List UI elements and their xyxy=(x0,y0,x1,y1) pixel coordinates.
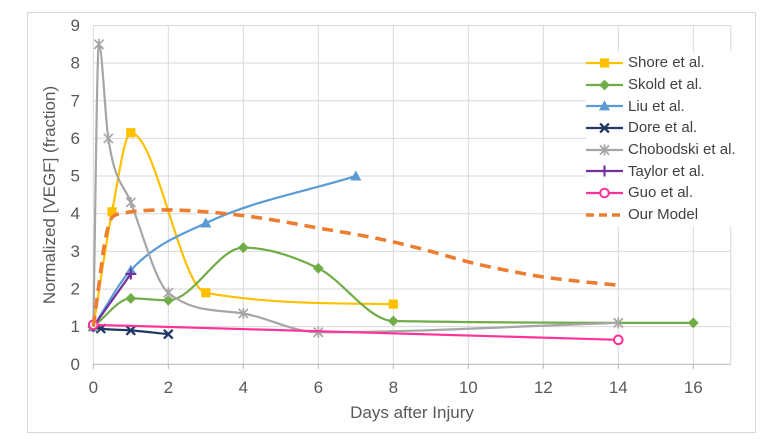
diamond-marker-icon xyxy=(387,315,399,327)
x-marker-icon xyxy=(125,325,137,336)
square-marker-icon xyxy=(201,288,211,298)
legend-label: Dore et al. xyxy=(628,119,698,137)
x-tick-label: 16 xyxy=(684,378,703,397)
legend-item-shore-et-al: Shore et al. xyxy=(586,52,738,74)
series-line-our-model xyxy=(91,208,619,327)
y-tick-label: 3 xyxy=(71,242,80,261)
legend-swatch-skold-et-al xyxy=(586,79,623,90)
square-marker-icon xyxy=(126,128,136,138)
diamond-marker-icon xyxy=(599,79,610,90)
legend-label: Skold et al. xyxy=(628,76,703,94)
legend-swatch-taylor-et-al xyxy=(586,165,623,177)
square-marker-icon xyxy=(107,207,117,217)
legend-label: Taylor et al. xyxy=(628,162,705,180)
x-axis-title: Days after Injury xyxy=(350,403,474,422)
y-tick-label: 9 xyxy=(71,16,80,35)
x-tick-label: 8 xyxy=(389,378,398,397)
y-tick-label: 1 xyxy=(71,317,80,336)
legend-item-chobodski-et-al: Chobodski et al. xyxy=(586,139,738,161)
legend-swatch-our-model xyxy=(586,212,623,217)
diamond-marker-icon xyxy=(312,262,324,274)
circle-open-marker-icon xyxy=(599,187,610,199)
x-tick-label: 6 xyxy=(314,378,323,397)
legend-swatch-chobodski-et-al xyxy=(586,144,623,156)
x-tick-label: 4 xyxy=(239,378,248,397)
legend-item-skold-et-al: Skold et al. xyxy=(586,74,738,96)
y-tick-label: 4 xyxy=(71,204,80,223)
chart-legend: Shore et al. Skold et al. Liu et al. Dore e… xyxy=(586,52,738,226)
series-line-guo-et-al xyxy=(93,323,619,341)
y-tick-label: 8 xyxy=(71,54,80,73)
legend-item-taylor-et-al: Taylor et al. xyxy=(586,160,738,182)
legend-swatch-shore-et-al xyxy=(586,58,623,68)
x-tick-label: 12 xyxy=(534,378,553,397)
asterisk-marker-icon xyxy=(163,287,174,299)
x-tick-label: 0 xyxy=(89,378,98,397)
y-tick-label: 2 xyxy=(71,280,80,299)
legend-item-liu-et-al: Liu et al. xyxy=(586,95,738,117)
x-tick-label: 14 xyxy=(609,378,628,397)
series-line-liu-et-al xyxy=(92,175,357,328)
plus-marker-icon xyxy=(125,268,137,280)
legend-swatch-liu-et-al xyxy=(586,100,623,111)
legend-label: Liu et al. xyxy=(628,97,685,115)
circle-open-marker-icon xyxy=(613,334,624,346)
legend-item-our-model: Our Model xyxy=(586,204,738,226)
plus-marker-icon xyxy=(599,165,610,177)
diamond-marker-icon xyxy=(237,242,249,253)
legend-swatch-guo-et-al xyxy=(586,187,623,199)
y-tick-label: 6 xyxy=(71,129,80,148)
series-line-taylor-et-al xyxy=(92,273,132,328)
y-tick-label: 0 xyxy=(71,355,80,374)
legend-item-dore-et-al: Dore et al. xyxy=(586,117,738,139)
asterisk-marker-icon xyxy=(238,307,249,319)
asterisk-marker-icon xyxy=(599,144,610,156)
diamond-marker-icon xyxy=(162,294,174,306)
x-tick-label: 2 xyxy=(164,378,173,397)
asterisk-marker-icon xyxy=(125,196,137,208)
triangle-up-marker-icon xyxy=(598,100,611,111)
triangle-up-marker-icon xyxy=(350,170,362,181)
square-marker-icon xyxy=(388,299,398,309)
legend-item-guo-et-al: Guo et al. xyxy=(586,182,738,204)
x-tick-label: 10 xyxy=(459,378,478,397)
square-marker-icon xyxy=(599,58,610,68)
legend-swatch-dore-et-al xyxy=(586,122,623,134)
x-axis xyxy=(92,363,731,369)
asterisk-marker-icon xyxy=(613,317,624,329)
diamond-marker-icon xyxy=(687,317,699,329)
y-tick-label: 7 xyxy=(71,91,80,110)
x-marker-icon xyxy=(599,122,610,134)
series-line-skold-et-al xyxy=(92,246,694,328)
y-tick-label: 5 xyxy=(71,167,80,186)
diamond-marker-icon xyxy=(125,293,137,304)
x-marker-icon xyxy=(163,328,174,340)
legend-label: Shore et al. xyxy=(628,54,705,72)
asterisk-marker-icon xyxy=(93,38,105,50)
y-axis-title: Normalized [VEGF] (fraction) xyxy=(40,86,59,304)
legend-label: Guo et al. xyxy=(628,184,694,202)
triangle-up-marker-icon xyxy=(200,217,212,228)
legend-label: Chobodski et al. xyxy=(628,141,736,159)
legend-label: Our Model xyxy=(628,206,699,224)
asterisk-marker-icon xyxy=(103,132,114,144)
